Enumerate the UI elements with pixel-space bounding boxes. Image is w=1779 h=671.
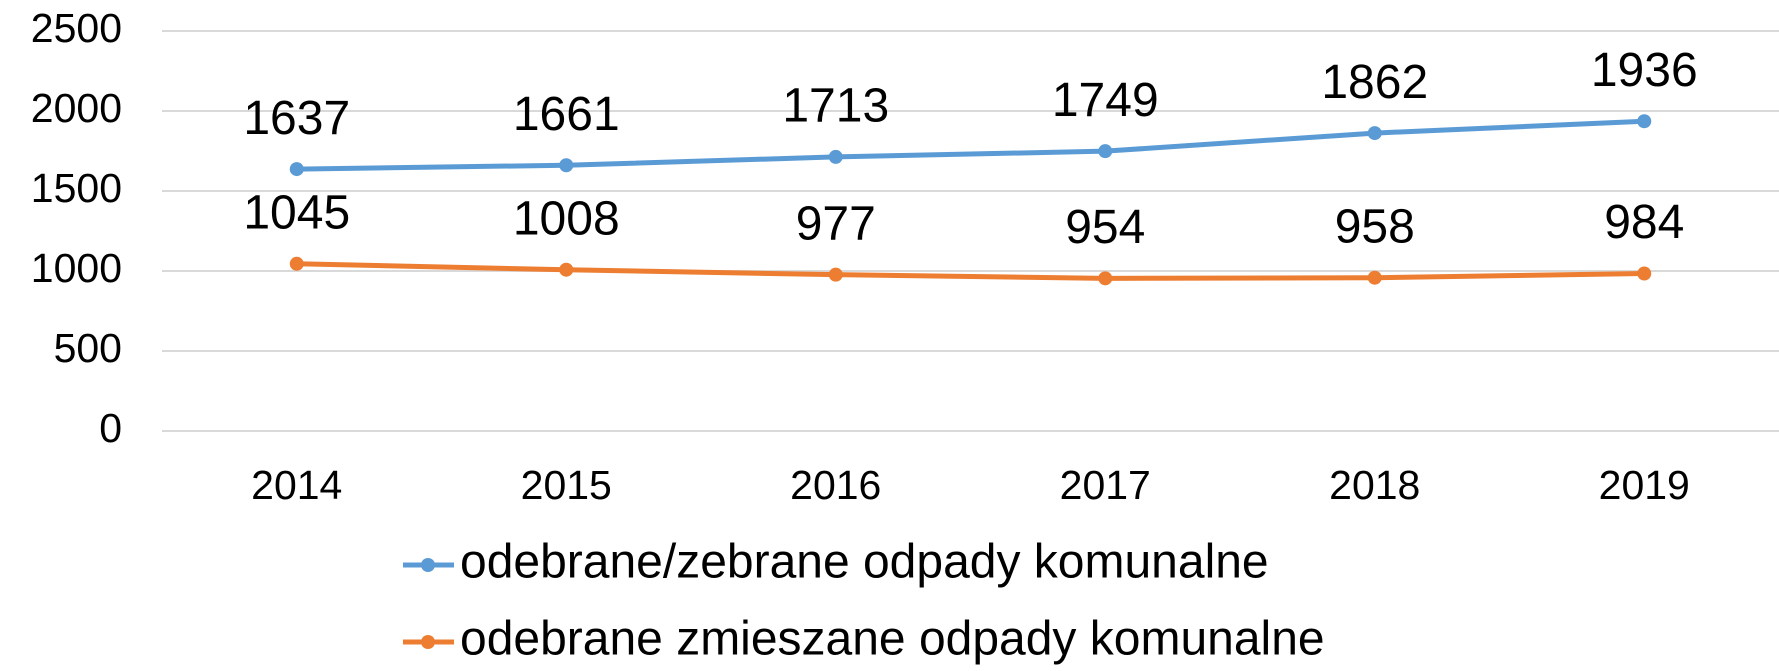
data-label: 1936 [1591,44,1698,97]
data-point [1098,271,1113,286]
data-point [828,267,843,282]
data-point [1637,266,1652,281]
data-point [828,149,843,164]
data-point [289,162,304,177]
data-label: 1862 [1321,56,1428,109]
data-label: 958 [1335,200,1415,253]
data-point [1637,114,1652,129]
y-tick-label: 1000 [31,245,122,291]
x-tick-label: 2018 [1329,462,1420,508]
series-line [296,118,1645,172]
x-tick-label: 2014 [251,462,342,508]
legend-marker [421,558,435,572]
y-tick-label: 0 [99,405,122,451]
y-tick-label: 500 [54,325,122,371]
y-tick-label: 2000 [31,85,122,131]
data-label: 1749 [1052,74,1159,127]
legend-marker [421,635,435,649]
x-tick-label: 2019 [1599,462,1690,508]
y-tick-label: 1500 [31,165,122,211]
data-label: 1713 [782,80,889,133]
data-point [1367,270,1382,285]
data-label: 984 [1604,196,1684,249]
legend-label: odebrane zmieszane odpady komunalne [460,613,1325,666]
data-label: 1637 [243,92,350,145]
x-tick-label: 2016 [790,462,881,508]
data-point [1098,144,1113,159]
data-point [559,158,574,173]
series-line [296,261,1645,281]
data-label: 1045 [243,186,350,239]
data-point [289,256,304,271]
data-label: 1661 [513,88,620,141]
data-label: 977 [796,197,876,250]
x-tick-label: 2017 [1060,462,1151,508]
x-tick-label: 2015 [521,462,612,508]
data-point [1367,126,1382,141]
data-point [559,262,574,277]
data-label: 954 [1065,201,1145,254]
y-tick-label: 2500 [31,5,122,51]
legend-label: odebrane/zebrane odpady komunalne [460,536,1269,589]
data-label: 1008 [513,192,620,245]
